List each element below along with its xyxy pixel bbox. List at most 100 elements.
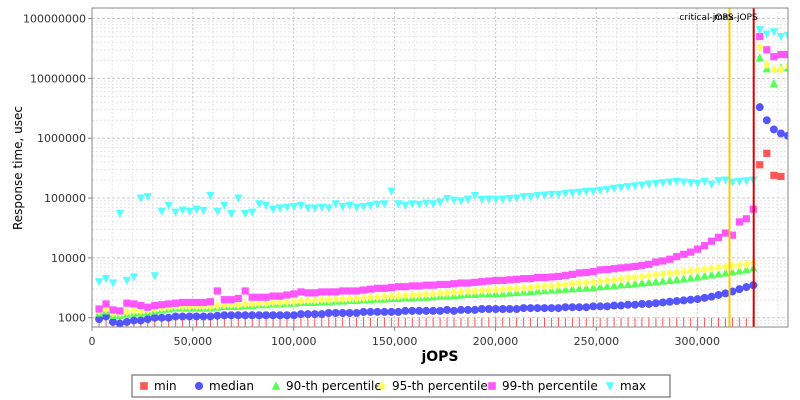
legend-label: 99-th percentile [502, 379, 598, 393]
series-median-point [150, 313, 159, 322]
series-99-th-percentile-point [359, 286, 368, 294]
series-max-point [338, 202, 347, 212]
series-99-th-percentile-point [540, 273, 549, 282]
series-95-th-percentile-point [366, 292, 375, 302]
series-median-point [269, 311, 278, 320]
series-max-point [533, 191, 542, 201]
series-max-point [241, 209, 250, 219]
x-tick-label: 150,000 [372, 335, 418, 348]
series-max-point [234, 194, 243, 203]
series-95-th-percentile-point [492, 285, 500, 295]
series-95-th-percentile-point [533, 282, 542, 292]
series-90-th-percentile-point [707, 270, 716, 279]
series-95-th-percentile-point [575, 278, 583, 288]
series-median-point [436, 306, 445, 315]
series-max-point [94, 278, 104, 287]
series-max-point [498, 195, 507, 204]
series-90-th-percentile-point [651, 277, 660, 286]
series-median-point [380, 307, 389, 316]
series-max-point [268, 205, 278, 214]
series-max-point [463, 195, 473, 204]
series-median-point [115, 319, 124, 327]
series-max-point [387, 187, 396, 196]
series-median-point [234, 311, 243, 320]
series-max-point [714, 177, 723, 186]
series-median-point [596, 302, 605, 311]
series-99-th-percentile-point [401, 283, 409, 291]
series-95-th-percentile-point [694, 265, 702, 275]
series-99-th-percentile-point [721, 229, 730, 237]
series-95-th-percentile-point [436, 288, 444, 299]
series-median-point [714, 290, 723, 299]
series-median-point [617, 301, 626, 310]
series-99-th-percentile-point [318, 288, 326, 296]
series-95-th-percentile-point [707, 263, 716, 273]
series-max-point [108, 279, 118, 288]
legend-marker-min [140, 382, 148, 390]
series-median-point [498, 304, 507, 313]
series-median-point [658, 298, 667, 307]
series-median-point [241, 311, 250, 320]
series-median-point [477, 304, 486, 313]
series-median-point [282, 311, 291, 320]
series-median-point [108, 317, 117, 326]
series-max-point [408, 200, 417, 209]
series-95-th-percentile-point [735, 260, 743, 270]
series-max-point [568, 189, 577, 198]
series-max-point [707, 180, 716, 189]
series-median-point [644, 299, 653, 308]
series-99-th-percentile-point [450, 280, 458, 288]
series-95-th-percentile-point [784, 61, 788, 71]
series-median-point [317, 310, 326, 319]
series-90-th-percentile-point [769, 78, 778, 88]
series-median-point [227, 311, 236, 320]
series-median-point [345, 308, 354, 317]
x-axis-ticks: 0 50,000 100,000 150,000 200,000 250,000 300,0… [89, 327, 720, 348]
series-max-point [415, 200, 424, 210]
series-median-point [735, 285, 744, 294]
series-median-point [373, 307, 382, 316]
series-99-th-percentile-point [485, 277, 493, 285]
series-95-th-percentile-point [192, 301, 201, 311]
series-90-th-percentile-point [575, 283, 584, 292]
series-95-th-percentile-point [513, 283, 521, 293]
series-99-th-percentile-point [596, 266, 604, 274]
series-median-point [603, 302, 612, 311]
series-95-th-percentile-point [130, 306, 138, 316]
series-99-th-percentile-point [763, 46, 771, 54]
series-max-point [401, 201, 410, 211]
series-max-point [143, 193, 152, 202]
series-95-th-percentile-point [352, 293, 361, 304]
series-95-th-percentile-point [652, 270, 660, 280]
series-99-th-percentile-point [624, 263, 632, 271]
series-max-point [686, 179, 695, 188]
series-90-th-percentile-point [686, 273, 695, 282]
series-99-th-percentile-point [165, 300, 173, 308]
series-99-th-percentile-point [366, 285, 375, 293]
series-99-th-percentile-point [589, 268, 597, 276]
series-95-th-percentile-point [554, 280, 563, 290]
series-99-th-percentile-point [311, 289, 319, 297]
series-median-point [651, 299, 660, 308]
series-95-th-percentile-point [561, 279, 569, 290]
series-99-th-percentile-point [436, 280, 444, 289]
series-95-th-percentile-point [248, 299, 256, 309]
series-99-th-percentile-point [408, 282, 416, 290]
series-95-th-percentile-point [721, 262, 730, 272]
series-95-th-percentile-point [311, 295, 319, 305]
series-max-point [630, 182, 640, 191]
series-95-th-percentile-point [624, 273, 632, 283]
series-99-th-percentile-point [102, 300, 110, 308]
series-max-point [610, 184, 619, 193]
series-median-point [122, 317, 131, 326]
legend-label: 95-th percentile [392, 379, 488, 393]
legend-marker-90-th-percentile [271, 381, 281, 390]
series-max-point [436, 198, 445, 207]
series-max-point [324, 204, 333, 213]
series-99-th-percentile-point [283, 291, 291, 299]
series-99-th-percentile-point [234, 294, 242, 303]
series-max-point [575, 188, 584, 197]
legend-label: min [154, 379, 177, 393]
series-95-th-percentile-point [464, 286, 472, 297]
series-max-point [603, 185, 612, 194]
